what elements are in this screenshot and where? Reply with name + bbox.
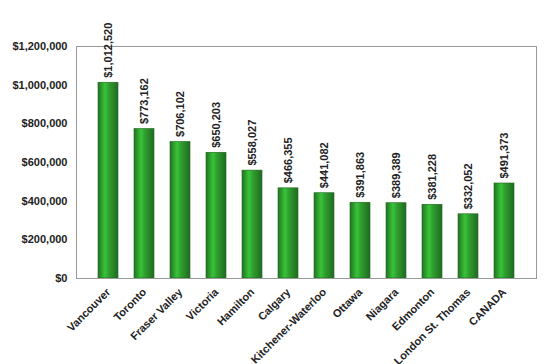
svg-text:$558,027: $558,027	[246, 120, 258, 166]
svg-text:Niagara: Niagara	[363, 285, 401, 323]
svg-text:$706,102: $706,102	[174, 91, 186, 137]
svg-text:$491,373: $491,373	[498, 133, 510, 179]
svg-text:Fraser Valley: Fraser Valley	[128, 285, 185, 342]
svg-text:Vancouver: Vancouver	[65, 285, 113, 333]
svg-text:Calgary: Calgary	[255, 285, 293, 323]
svg-text:$389,389: $389,389	[390, 152, 402, 198]
svg-text:London St. Thomas: London St. Thomas	[391, 286, 472, 364]
svg-text:Toronto: Toronto	[111, 285, 149, 323]
svg-text:Ottawa: Ottawa	[330, 285, 365, 320]
svg-text:$381,228: $381,228	[426, 154, 438, 200]
svg-text:Edmonton: Edmonton	[389, 285, 437, 333]
svg-text:$773,162: $773,162	[138, 78, 150, 124]
svg-text:$800,000: $800,000	[22, 117, 68, 129]
svg-text:Kitchener-Waterloo: Kitchener-Waterloo	[248, 286, 328, 364]
svg-text:$1,012,520: $1,012,520	[102, 23, 114, 78]
svg-text:$200,000: $200,000	[22, 233, 68, 245]
svg-text:$400,000: $400,000	[22, 195, 68, 207]
svg-text:$600,000: $600,000	[22, 156, 68, 168]
svg-text:Hamilton: Hamilton	[215, 286, 257, 328]
svg-text:$441,082: $441,082	[318, 142, 330, 188]
svg-text:$1,000,000: $1,000,000	[12, 79, 67, 91]
svg-text:$0: $0	[55, 272, 67, 284]
svg-text:CANADA: CANADA	[466, 286, 508, 328]
svg-text:Victoria: Victoria	[183, 285, 221, 323]
svg-text:$1,200,000: $1,200,000	[12, 40, 67, 52]
svg-text:$650,203: $650,203	[210, 102, 222, 148]
svg-text:$391,863: $391,863	[354, 152, 366, 198]
svg-text:$466,355: $466,355	[282, 137, 294, 183]
svg-text:$332,052: $332,052	[462, 163, 474, 209]
